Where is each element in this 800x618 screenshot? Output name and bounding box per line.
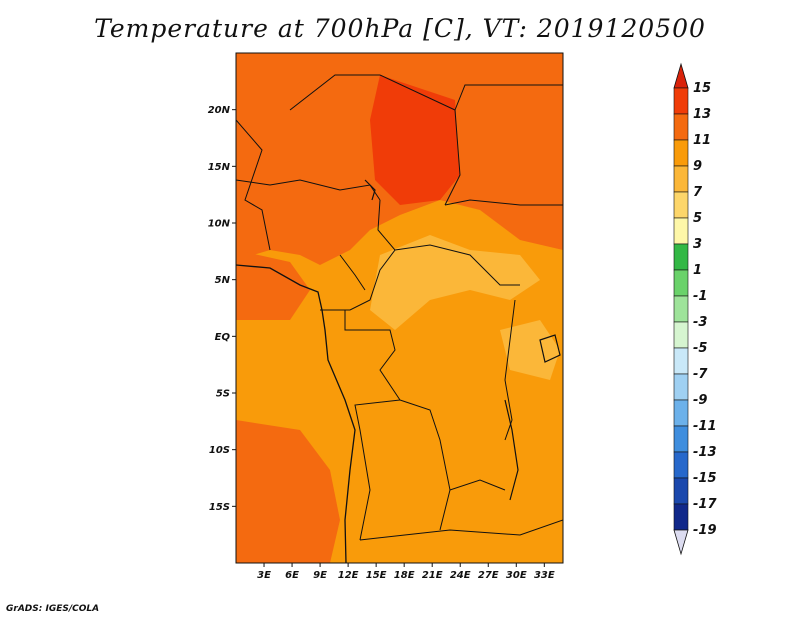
colorbar-segment (673, 191, 689, 219)
colorbar-label: -19 (693, 523, 717, 538)
colorbar-segment (673, 477, 689, 505)
lon-tick-label: 18E (394, 570, 415, 581)
temperature-zone-highland-east (500, 320, 560, 380)
lon-tick-label: 30E (506, 570, 527, 581)
lon-tick-label: 33E (534, 570, 555, 581)
colorbar-label: 7 (693, 185, 703, 200)
colorbar-segment (673, 217, 689, 245)
colorbar-label: -7 (693, 367, 708, 382)
colorbar-label: -17 (693, 497, 717, 512)
colorbar-label: 11 (693, 133, 711, 148)
lat-tick-label: 5S (216, 389, 230, 400)
colorbar-segment (673, 87, 689, 115)
colorbar-label: 3 (693, 237, 702, 252)
lat-tick-label: 15S (209, 502, 230, 513)
lon-tick-label: 15E (366, 570, 387, 581)
colorbar-label: -1 (693, 289, 707, 304)
lon-tick-label: 9E (313, 570, 327, 581)
lon-tick-label: 3E (257, 570, 271, 581)
lat-tick-label: 10N (208, 219, 231, 230)
lat-tick-label: 15N (208, 162, 231, 173)
colorbar-over-cap (673, 62, 689, 89)
colorbar-label: 15 (693, 81, 711, 96)
colorbar-segment (673, 451, 689, 479)
colorbar-segment (673, 243, 689, 271)
map-plot-area (235, 52, 564, 564)
lat-tick-label: 20N (208, 105, 231, 116)
colorbar-label: -13 (693, 445, 717, 460)
temperature-zone-west-coast (236, 250, 310, 320)
colorbar-segment (673, 373, 689, 401)
colorbar-segment (673, 399, 689, 427)
colorbar-segment (673, 425, 689, 453)
lon-tick-label: 24E (450, 570, 471, 581)
colorbar-label: 5 (693, 211, 702, 226)
latitude-axis: 20N 15N 10N 5N EQ 5S 10S 15S (208, 105, 236, 513)
colorbar-label: 9 (693, 159, 702, 174)
colorbar-segment (673, 295, 689, 323)
lon-tick-label: 21E (422, 570, 443, 581)
colorbar-label: -11 (693, 419, 717, 434)
lat-tick-label: 10S (209, 445, 230, 456)
colorbar-label: 1 (693, 263, 702, 278)
colorbar-segment (673, 347, 689, 375)
colorbar-segment (673, 139, 689, 167)
colorbar-segment (673, 269, 689, 297)
longitude-axis: 3E 6E 9E 12E 15E 18E 21E 24E 27E 30E 33E (257, 563, 555, 581)
colorbar-segment (673, 165, 689, 193)
lon-tick-label: 6E (285, 570, 299, 581)
colorbar-label: -9 (693, 393, 707, 408)
temperature-zone-southwest-coast (236, 420, 340, 563)
colorbar-segment (673, 321, 689, 349)
lakes (364, 179, 561, 501)
lat-tick-label: EQ (215, 332, 231, 343)
lat-tick-label: 5N (215, 275, 231, 286)
coastline (236, 264, 356, 563)
colorbar-label: -15 (693, 471, 717, 486)
colorbar-under-cap (673, 529, 689, 556)
temperature-zone-hot-core (370, 75, 460, 205)
colorbar-label: -3 (693, 315, 707, 330)
temperature-zone-cameroon-highland (370, 235, 540, 330)
colorbar-segment (673, 503, 689, 531)
colorbar: 15 13 11 9 7 5 3 1 -1 -3 -5 -7 -9 -11 -13 -15 -17 -19 (673, 62, 717, 556)
map-frame (235, 52, 564, 564)
colorbar-label: -5 (693, 341, 707, 356)
lon-tick-label: 12E (338, 570, 359, 581)
credit-label: GrADS: IGES/COLA (6, 604, 100, 614)
lon-tick-label: 27E (478, 570, 499, 581)
colorbar-segment (673, 113, 689, 141)
chart-title: Temperature at 700hPa [C], VT: 201912050… (94, 14, 706, 43)
colorbar-label: 13 (693, 107, 711, 122)
